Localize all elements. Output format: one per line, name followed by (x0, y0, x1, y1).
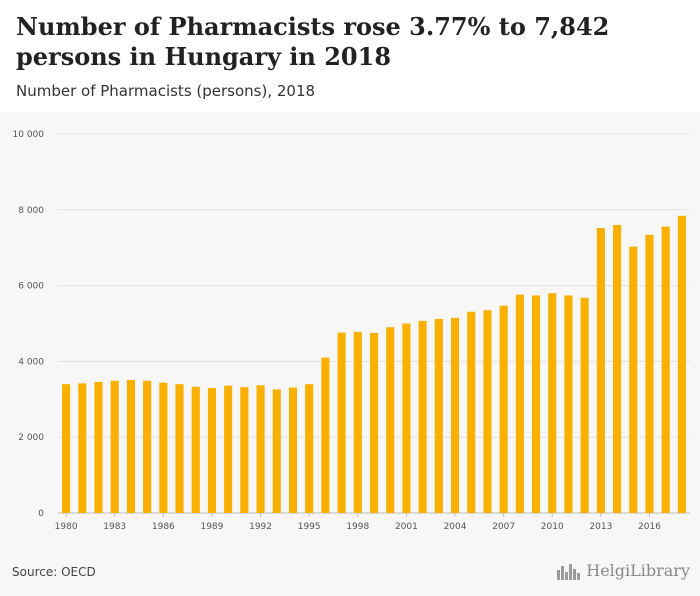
bar (548, 293, 557, 513)
bar (515, 294, 524, 513)
y-tick-label: 4 000 (18, 357, 44, 367)
bar (94, 381, 103, 513)
y-tick-label: 8 000 (18, 206, 44, 216)
x-tick-label: 1995 (298, 522, 321, 532)
source-note: Source: OECD (12, 565, 96, 579)
bar (661, 226, 670, 513)
bar (143, 380, 152, 513)
bar (677, 215, 686, 513)
brand-logo[interactable]: HelgiLibrary (556, 561, 690, 580)
bar (580, 297, 589, 513)
bar (386, 327, 395, 513)
bar (272, 389, 281, 513)
y-tick-label: 10 000 (13, 130, 45, 140)
bar (305, 384, 314, 513)
y-tick-label: 6 000 (18, 282, 44, 292)
bar (434, 318, 443, 513)
bar (191, 386, 200, 513)
bar (596, 227, 605, 513)
bar (499, 305, 508, 513)
bar (321, 357, 330, 513)
x-tick-label: 1989 (200, 522, 223, 532)
bar (402, 323, 411, 513)
chart-subtitle: Number of Pharmacists (persons), 2018 (16, 82, 316, 100)
bar (337, 332, 346, 513)
bar (564, 295, 573, 513)
y-tick-label: 2 000 (18, 433, 44, 443)
x-tick-label: 1992 (249, 522, 272, 532)
bar (159, 382, 168, 513)
bar (450, 317, 460, 513)
x-tick-label: 1998 (346, 522, 369, 532)
x-tick-label: 1983 (103, 522, 126, 532)
bar (240, 387, 249, 513)
chart-header: Number of Pharmacists rose 3.77% to 7,84… (0, 0, 700, 112)
bar (207, 387, 216, 513)
bar (353, 331, 362, 513)
x-tick-label: 1980 (55, 522, 78, 532)
y-tick-label: 0 (38, 509, 44, 519)
bar (467, 311, 476, 513)
bar (613, 224, 622, 513)
bar (532, 295, 541, 513)
x-tick-label: 2010 (541, 522, 564, 532)
bar (483, 310, 492, 513)
x-tick-label: 2016 (638, 522, 661, 532)
bar (110, 380, 119, 513)
bar (126, 379, 135, 513)
bar (418, 320, 427, 513)
x-tick-label: 1986 (152, 522, 175, 532)
bar (369, 332, 379, 513)
bar (256, 385, 265, 513)
bar (78, 383, 87, 513)
chart-title: Number of Pharmacists rose 3.77% to 7,84… (16, 12, 610, 71)
bar (645, 234, 654, 513)
x-tick-label: 2004 (444, 522, 467, 532)
bar (62, 384, 71, 513)
city-skyline-icon (557, 563, 581, 580)
brand-name: HelgiLibrary (586, 561, 690, 580)
bar (224, 385, 233, 513)
x-tick-label: 2007 (492, 522, 515, 532)
x-tick-label: 2013 (589, 522, 612, 532)
bar (288, 387, 298, 513)
bar (629, 246, 638, 514)
bar (175, 384, 184, 513)
x-tick-label: 2001 (395, 522, 418, 532)
